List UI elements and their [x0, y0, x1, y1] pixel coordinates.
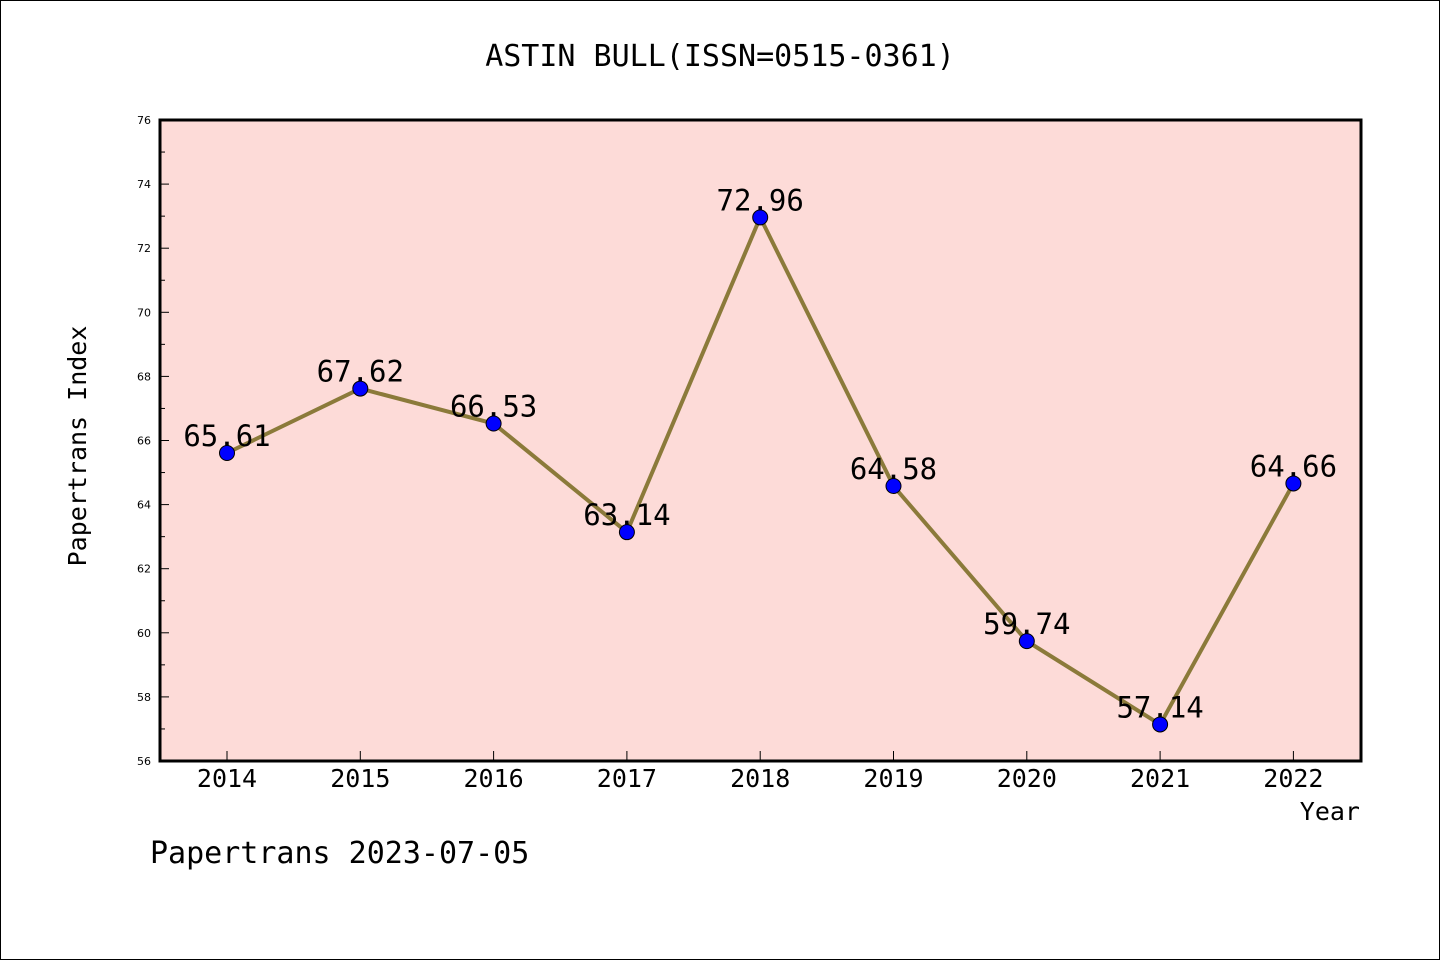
footer-text: Papertrans 2023-07-05: [150, 836, 529, 871]
data-point: [485, 415, 502, 432]
x-tick-label: 2021: [1130, 764, 1190, 793]
markers-group: [219, 209, 1302, 733]
data-point: [1018, 633, 1035, 650]
data-point: [1285, 475, 1302, 492]
data-label: 59.74: [983, 607, 1070, 641]
x-axis: 2014 2015 2016 2017 2018 2019 2020 2021 2022: [197, 751, 1324, 793]
x-tick-label: 2022: [1263, 764, 1323, 793]
x-tick-label: 2019: [863, 764, 923, 793]
data-point: [885, 478, 902, 495]
data-point: [618, 524, 635, 541]
data-point: [752, 209, 769, 226]
y-tick-label: 72: [137, 242, 151, 255]
x-tick-label: 2015: [330, 764, 390, 793]
y-axis-label: Papertrans Index: [63, 326, 92, 567]
chart-title: ASTIN BULL(ISSN=0515-0361): [485, 39, 955, 74]
y-axis: 56 58 60 62 64 66 68 70 72 74 76: [137, 114, 169, 768]
data-label: 63.14: [583, 498, 670, 532]
data-label: 64.58: [850, 452, 937, 486]
y-tick-label: 64: [137, 499, 151, 512]
data-point: [219, 444, 235, 461]
data-point: [352, 380, 369, 397]
x-tick-label: 2020: [997, 764, 1057, 793]
y-tick-label: 60: [137, 627, 151, 640]
data-label: 72.96: [717, 183, 804, 217]
x-axis-label: Year: [1300, 797, 1360, 826]
plot-area: [158, 118, 1363, 763]
x-tick-label: 2016: [463, 764, 523, 793]
data-label: 57.14: [1116, 690, 1203, 724]
y-tick-label: 66: [137, 435, 151, 448]
y-tick-label: 68: [137, 370, 151, 383]
y-tick-label: 76: [137, 114, 151, 127]
x-tick-label: 2017: [597, 764, 657, 793]
data-label: 65.61: [183, 419, 270, 453]
y-tick-label: 58: [137, 691, 151, 704]
y-tick-label: 70: [137, 306, 151, 319]
x-tick-label: 2014: [197, 764, 257, 793]
x-tick-label: 2018: [730, 764, 790, 793]
data-label: 67.62: [317, 355, 404, 389]
y-tick-label: 56: [137, 755, 151, 768]
data-label: 64.66: [1250, 449, 1337, 483]
data-point: [1152, 716, 1169, 733]
y-tick-label: 62: [137, 563, 151, 576]
data-labels-group: 65.61 67.62 66.53 63.14 72.96 64.58 59.74 57.14…: [183, 183, 1337, 724]
y-tick-label: 74: [137, 178, 151, 191]
data-label: 66.53: [450, 390, 537, 424]
